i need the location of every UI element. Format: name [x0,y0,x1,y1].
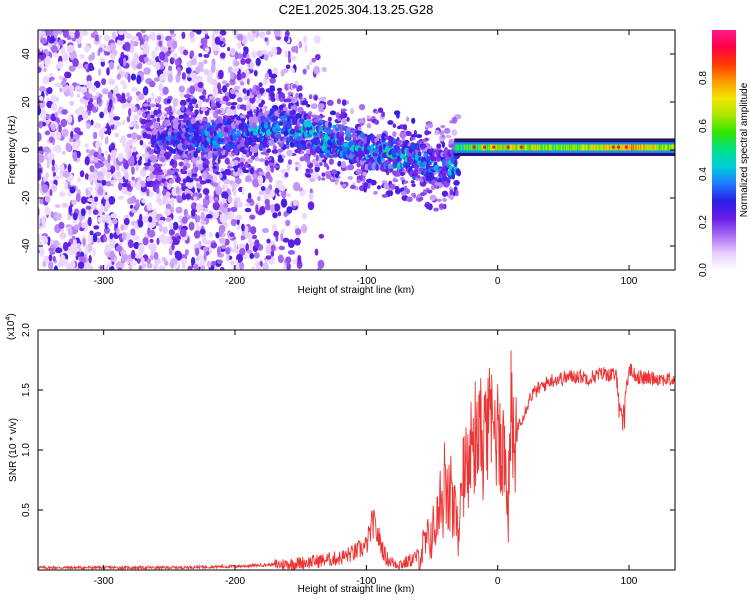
x-tick-label: -100 [356,276,376,287]
x-tick-label: -300 [94,576,114,587]
colorbar-gradient [712,30,736,270]
svg-text:(x104): (x104) [5,313,17,340]
y-tick-label: 2.0 [21,323,32,337]
y-tick-label: 0 [21,147,32,153]
y-tick-label: 20 [21,96,32,108]
colorbar-ticks: 0.0 0.2 0.4 0.6 0.8 [698,71,709,277]
x-tick-label: -200 [225,576,245,587]
spectrogram-x-axis-label: Height of straight line (km) [298,285,415,296]
x-tick-label: -100 [356,576,376,587]
snr-scale-prefix: (x10 [6,320,17,340]
snr-series-line [38,350,675,570]
y-tick-label: -20 [21,190,32,205]
x-tick-label: 0 [495,276,501,287]
snr-y-scale-note: (x104) [5,313,17,340]
snr-scale-exponent: 4 [5,317,12,321]
colorbar-label: Normalized spectral amplitude [739,82,750,217]
x-tick-label: -200 [225,276,245,287]
colorbar-tick-label: 0.8 [698,71,709,85]
x-tick-label: 0 [495,576,501,587]
y-tick-label: 1.5 [21,383,32,397]
colorbar-tick-label: 0.6 [698,119,709,133]
x-tick-label: -300 [94,276,114,287]
snr-y-ticks: 0.5 1.0 1.5 2.0 [21,323,675,517]
snr-panel: -300 -200 -100 0 100 0.5 1.0 1.5 2.0 Height of … [5,313,676,595]
colorbar-tick-label: 0.4 [698,167,709,181]
x-tick-label: 100 [621,576,638,587]
colorbar-tick-label: 0.0 [698,263,709,277]
colorbar: 0.0 0.2 0.4 0.6 0.8 Normalized spectral ampl… [698,30,750,277]
y-tick-label: -40 [21,238,32,253]
snr-x-axis-label: Height of straight line (km) [298,584,415,595]
figure-title: C2E1.2025.304.13.25.G28 [279,2,434,17]
snr-scale-suffix: ) [6,313,17,316]
snr-plot-area [38,330,675,570]
colorbar-tick-label: 0.2 [698,215,709,229]
y-tick-label: 40 [21,48,32,60]
spectrogram-x-ticks: -300 -200 -100 0 100 [94,30,638,287]
spectrogram-heatmap [38,30,675,270]
y-tick-label: 1.0 [21,443,32,457]
x-tick-label: 100 [621,276,638,287]
y-tick-label: 0.5 [21,503,32,517]
snr-x-ticks: -300 -200 -100 0 100 [94,330,638,587]
spectrogram-y-ticks: -40 -20 0 20 40 [21,48,675,253]
snr-y-axis-label: SNR (10 * v/v) [8,418,19,482]
spectrogram-y-axis-label: Frequency (Hz) [7,116,18,185]
